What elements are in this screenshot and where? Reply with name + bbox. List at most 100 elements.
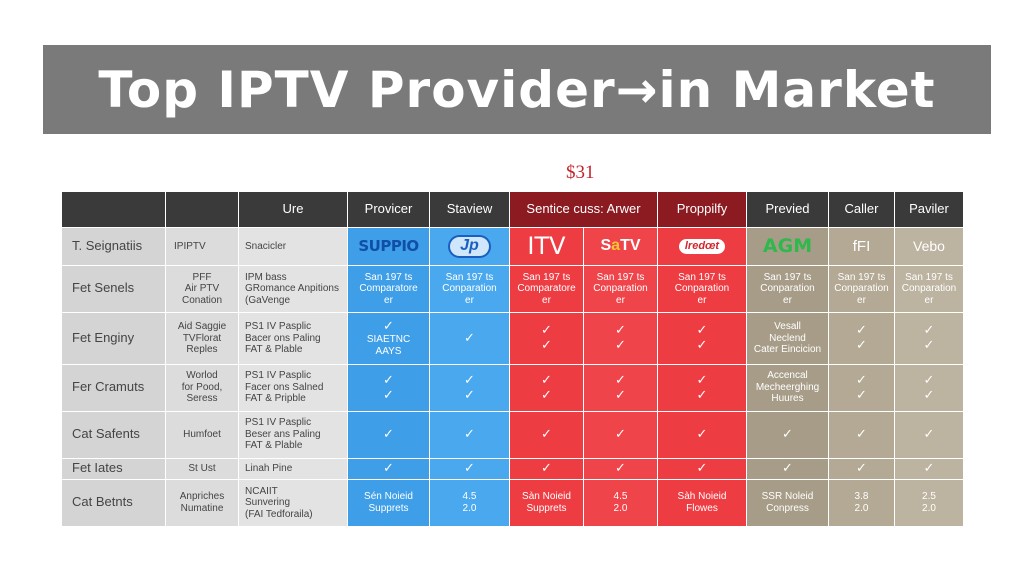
cell-line: FAT & Pripble (245, 393, 306, 405)
table-cell: ✓ (894, 457, 964, 480)
cell-line: GRomance Anpitions (245, 283, 339, 295)
table-cell: ✓ ✓ (657, 311, 747, 365)
header-cell: Proppilfy (657, 191, 747, 228)
header-cell: Caller (828, 191, 895, 228)
check-icon: ✓ (923, 460, 935, 476)
header-cell (165, 191, 239, 228)
cell-line: (FAI Tedforaila) (245, 508, 313, 520)
table-cell: ✓ (509, 410, 584, 459)
cell-line: er (783, 294, 792, 306)
header-cell: Paviler (894, 191, 964, 228)
cell-line: PFF (192, 271, 212, 283)
check-icon: ✓ (856, 337, 867, 353)
check-icon: ✓ (696, 386, 708, 402)
check-icon: ✓ (464, 386, 475, 402)
cell-line: Conation (181, 294, 223, 306)
cell-line: Flowes (686, 502, 718, 514)
table-cell: IPM bass GRomance Anpitions (GaVenge (238, 264, 348, 313)
cell-line: Conparation (760, 283, 815, 295)
cell-line: Supprets (368, 502, 409, 514)
cell-line: Huures (771, 393, 804, 405)
cell-line: SSR Noleid (761, 491, 814, 503)
table-cell: ✓ (347, 457, 430, 480)
table-cell: ✓ (828, 410, 895, 459)
cell-line: Sàh Noieid (677, 491, 727, 503)
cell-line: 2.0 (462, 502, 477, 514)
table-cell: San 197 ts Comparatore er (347, 264, 430, 313)
row-label: Fet Senels (61, 264, 166, 313)
table-cell: San 197 ts Conparation er (583, 264, 658, 313)
table-row: Fet Senels PFF Air PTV Conation IPM bass… (61, 264, 964, 313)
table-cell: 4.5 2.0 (429, 478, 510, 528)
check-icon: ✓ (856, 460, 867, 476)
price-label: $31 (566, 162, 595, 183)
table-cell: St Ust (165, 457, 239, 480)
cell-line: 4.5 (613, 491, 628, 503)
cell-line: er (616, 294, 625, 306)
cell-line: Sunvering (245, 497, 291, 509)
table-cell: 4.5 2.0 (583, 478, 658, 528)
cell-line: Cater Eincicion (753, 344, 822, 356)
table-cell: San 197 ts Conparation er (429, 264, 510, 313)
cell-line: San 197 ts (522, 271, 571, 283)
check-icon: ✓ (383, 386, 394, 402)
table-cell: ✓ (583, 410, 658, 459)
cell-line: Anpriches (179, 491, 225, 503)
table-cell: Anpriches Numatine (165, 478, 239, 528)
cell-line: er (384, 294, 393, 306)
check-icon: ✓ (615, 322, 626, 338)
table-row: Fet Enginy Aid Saggie TVFlorat Reples PS… (61, 311, 964, 365)
header-cell: Ure (238, 191, 348, 228)
row-label: Cat Betnts (61, 478, 166, 528)
cell-line: Neclend (769, 332, 806, 344)
cell-line: Worlod (186, 370, 218, 382)
supp-logo-text: SUPPIO (358, 236, 419, 255)
cell-line: San 197 ts (678, 271, 726, 283)
check-icon: ✓ (856, 322, 867, 338)
jp-logo-text: Jp (448, 235, 491, 258)
check-icon: ✓ (923, 337, 935, 353)
table-cell: ✓ ✓ (894, 363, 964, 412)
row-label: Cat Safents (61, 410, 166, 459)
table-cell: IPIPTV (165, 227, 239, 266)
table-cell: SSR Noleid Conpress (746, 478, 829, 528)
check-icon: ✓ (541, 460, 552, 476)
table-cell: 2.5 2.0 (894, 478, 964, 528)
cell-line: SIAETNC (366, 334, 411, 346)
table-cell: ✓ (746, 457, 829, 480)
jp-logo: Jp (429, 227, 510, 266)
red-logo-text: lredœt (678, 239, 726, 254)
check-icon: ✓ (696, 460, 708, 476)
header-cell: Provicer (347, 191, 430, 228)
cell-line: Bacer ons Paling (245, 332, 321, 344)
table-row: Cat Betnts Anpriches Numatine NCAIIT Sun… (61, 478, 964, 528)
check-icon: ✓ (615, 337, 626, 353)
cell-line: er (697, 294, 707, 306)
check-icon: ✓ (615, 426, 626, 442)
satv-logo: SaTV (583, 227, 658, 266)
check-icon: ✓ (464, 371, 475, 387)
cell-line: 3.8 (854, 491, 869, 503)
table-cell: ✓ ✓ (583, 363, 658, 412)
check-icon: ✓ (856, 426, 867, 442)
table-cell: ✓ (657, 410, 747, 459)
table-cell: San 197 ts Conparation er (828, 264, 895, 313)
satv-logo-tv: TV (620, 237, 641, 255)
header-cell: Staview (429, 191, 510, 228)
cell-line: Air PTV (184, 283, 220, 295)
cell-line: IPM bass (245, 271, 287, 283)
cell-line: 4.5 (462, 491, 477, 503)
cell-line: Conparation (593, 283, 648, 295)
table-cell: Accencal Mecheerghing Huures (746, 363, 829, 412)
satv-logo-s: S (600, 237, 612, 255)
check-icon: ✓ (923, 426, 935, 442)
table-cell: ✓ ✓ (657, 363, 747, 412)
cell-line: NCAIIT (245, 485, 278, 497)
table-cell: ✓ (429, 457, 510, 480)
vebo-logo: Vebo (894, 227, 964, 266)
cell-line: Conparation (442, 283, 497, 295)
cell-line: San 197 ts (445, 271, 494, 283)
cell-line: 2.0 (854, 502, 869, 514)
row-label: Fet Enginy (61, 311, 166, 365)
table-cell: PFF Air PTV Conation (165, 264, 239, 313)
